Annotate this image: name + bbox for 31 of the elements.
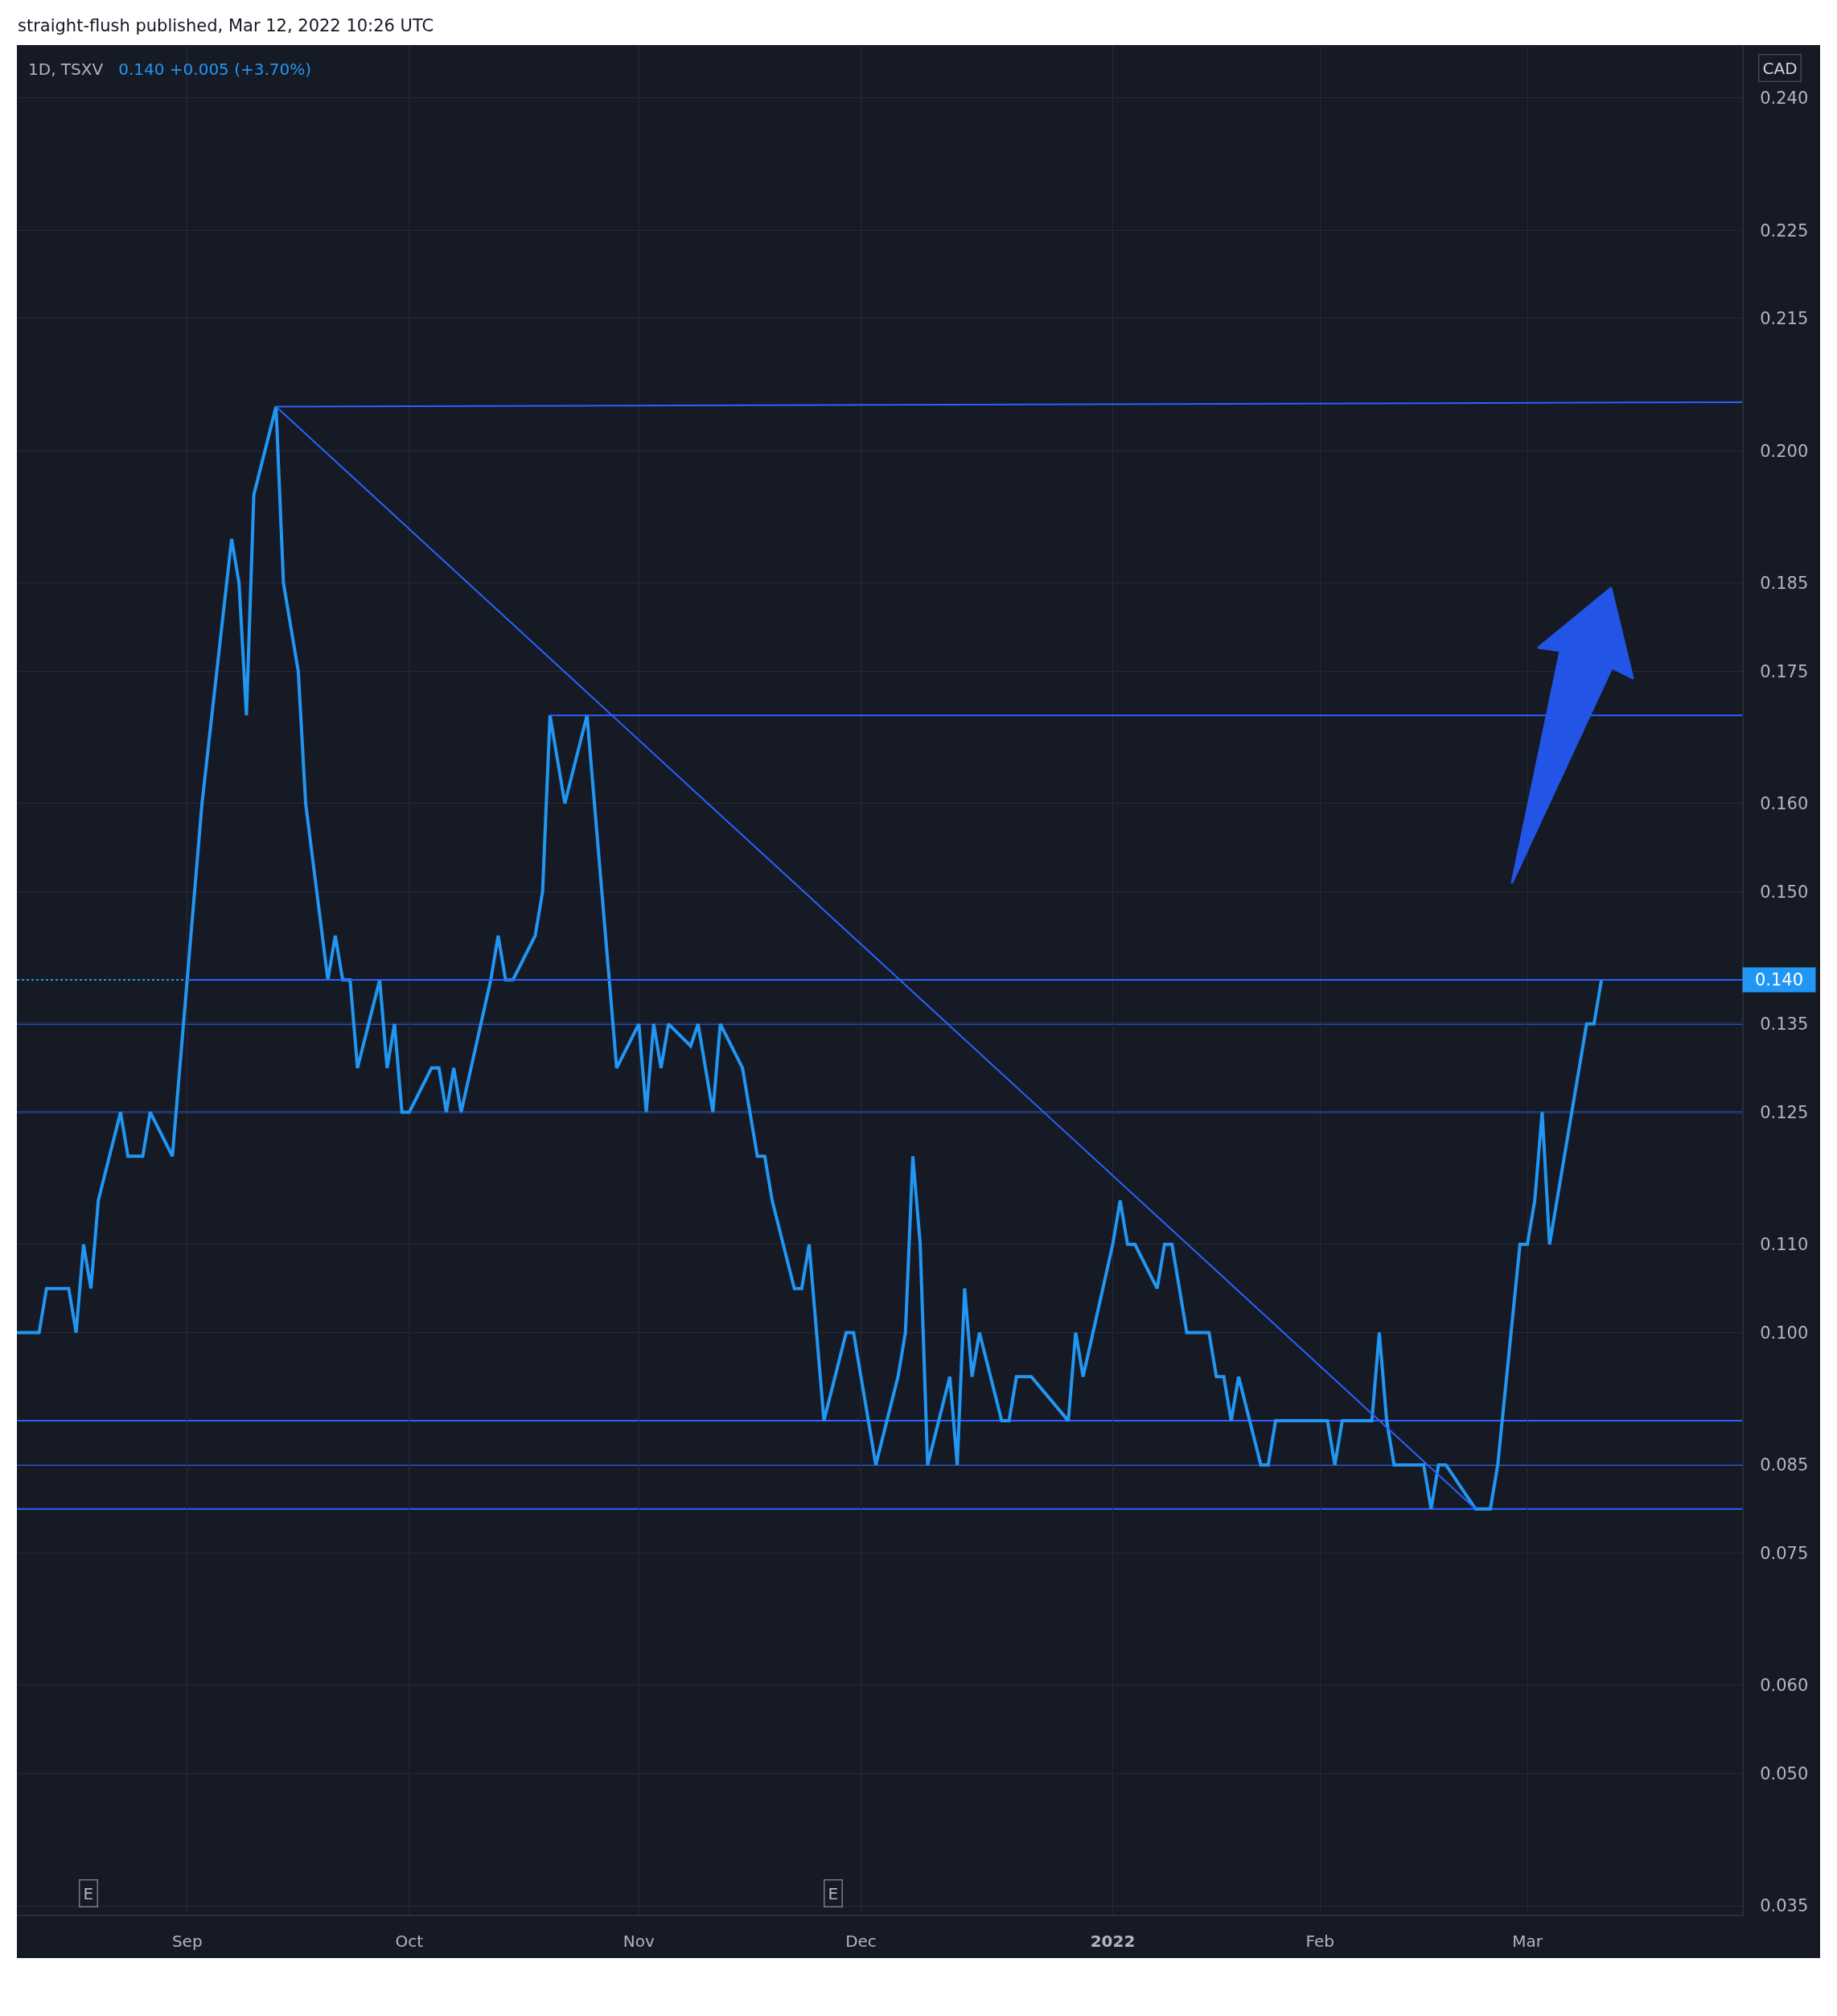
y-tick-label: 0.175 [1760,661,1809,681]
y-tick-label: 0.185 [1760,574,1809,594]
x-tick-label: Oct [395,1932,424,1951]
y-tick-label: 0.060 [1760,1676,1809,1696]
annotation: E [828,1883,839,1903]
x-tick-label: Dec [845,1932,877,1951]
y-tick-label: 0.110 [1760,1235,1809,1255]
y-tick-label: 0.150 [1760,882,1809,902]
y-tick-label: 0.225 [1760,220,1809,241]
x-tick-label: Feb [1305,1932,1334,1951]
y-tick-label: 0.160 [1760,794,1809,814]
text: 1D, TSXV [28,60,104,79]
y-tick-label: 0.035 [1760,1896,1809,1916]
y-tick-label: 0.135 [1760,1014,1809,1035]
y-tick-label: 0.200 [1760,441,1809,461]
x-tick-label: Sep [171,1932,203,1951]
text: straight-flush published, Mar 12, 2022 10:26 UTC [18,16,434,35]
y-axis-title: CAD [1762,58,1798,78]
y-tick-label: 0.215 [1760,309,1809,329]
x-tick-label: Nov [623,1932,655,1951]
y-tick-label: 0.240 [1760,88,1809,109]
y-tick-label: 0.085 [1760,1455,1809,1475]
x-tick-label: Mar [1512,1932,1543,1951]
y-tick-label: 0.125 [1760,1102,1809,1122]
y-tick-label: 0.100 [1760,1323,1809,1343]
y-tick-label: 0.050 [1760,1763,1809,1784]
y-tick-label: 0.075 [1760,1543,1809,1563]
x-tick-label: 2022 [1090,1932,1136,1951]
annotation: E [83,1883,94,1903]
text: 0.140 +0.005 (+3.70%) [118,60,312,79]
ref-line-label: 0.140 [1754,970,1804,989]
